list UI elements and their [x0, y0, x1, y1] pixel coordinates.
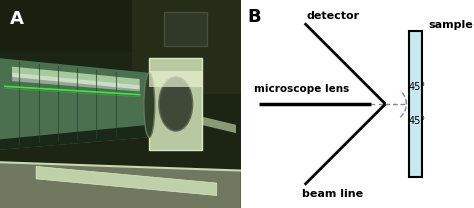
Text: 45°: 45° [409, 116, 426, 126]
Text: A: A [9, 10, 24, 28]
Text: beam line: beam line [302, 189, 363, 199]
PathPatch shape [12, 73, 140, 92]
Bar [409, 31, 421, 177]
Ellipse shape [144, 73, 155, 137]
Text: B: B [248, 8, 262, 26]
PathPatch shape [0, 58, 149, 150]
Ellipse shape [159, 77, 192, 131]
Text: detector: detector [306, 11, 359, 21]
Bar [132, 0, 241, 94]
Text: microscope lens: microscope lens [254, 84, 349, 94]
PathPatch shape [0, 125, 149, 150]
Bar [164, 12, 207, 46]
Bar [149, 58, 202, 150]
PathPatch shape [0, 162, 241, 208]
Bar [149, 71, 202, 87]
PathPatch shape [149, 104, 236, 133]
PathPatch shape [36, 166, 217, 196]
Text: sample: sample [428, 20, 473, 30]
Bar [0, 0, 132, 52]
PathPatch shape [12, 67, 140, 89]
Text: 45°: 45° [409, 82, 426, 92]
